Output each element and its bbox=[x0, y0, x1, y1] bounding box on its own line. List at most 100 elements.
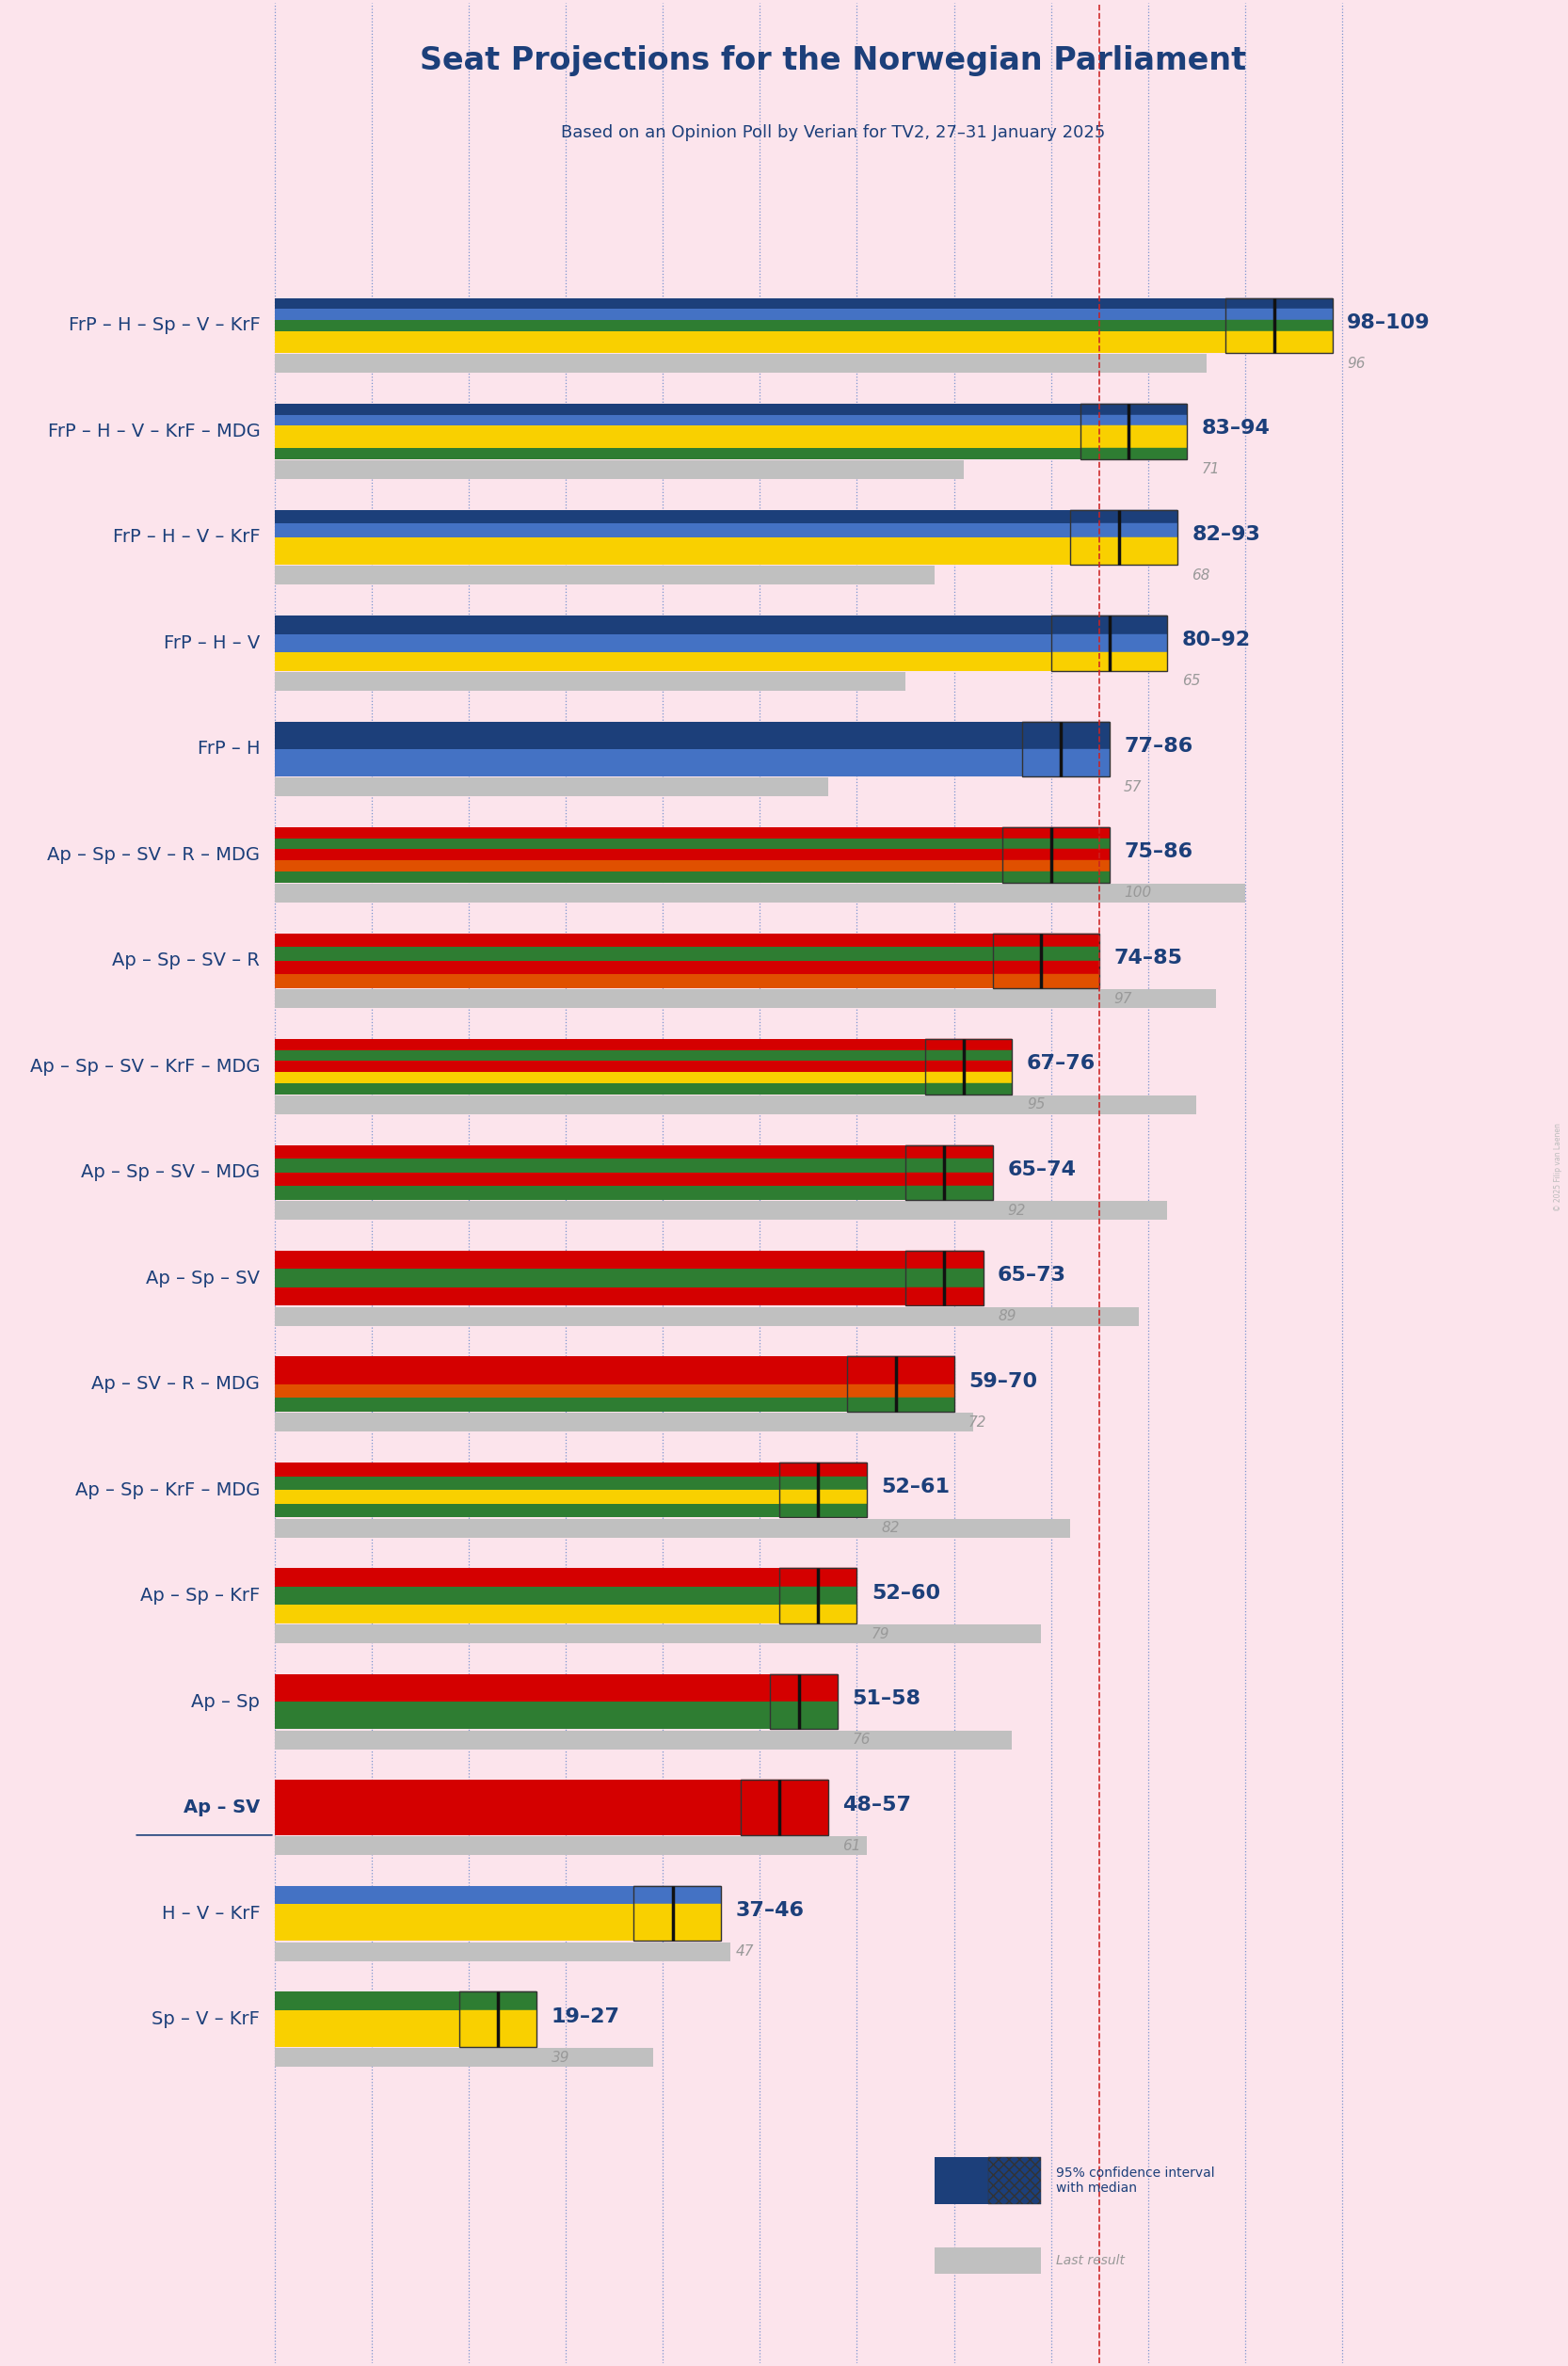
Bar bbox=[993, 932, 1099, 989]
Bar bbox=[274, 298, 1333, 310]
Bar bbox=[1226, 331, 1333, 343]
Bar bbox=[770, 1675, 837, 1730]
Bar bbox=[274, 1084, 1013, 1093]
Text: Ap – Sp – KrF – MDG: Ap – Sp – KrF – MDG bbox=[75, 1481, 260, 1500]
Bar bbox=[993, 975, 1099, 989]
Bar bbox=[993, 946, 1099, 961]
Text: 68: 68 bbox=[1192, 568, 1210, 582]
Bar bbox=[274, 1051, 1013, 1060]
Bar bbox=[459, 2028, 536, 2047]
Bar bbox=[1080, 414, 1187, 426]
Bar bbox=[1226, 331, 1333, 343]
Bar bbox=[1080, 405, 1187, 459]
Bar bbox=[905, 1145, 993, 1159]
Text: 95: 95 bbox=[1027, 1098, 1046, 1112]
Bar bbox=[274, 1202, 1168, 1221]
Bar bbox=[1002, 849, 1109, 861]
Bar bbox=[274, 1384, 953, 1398]
Text: 65–74: 65–74 bbox=[1007, 1159, 1076, 1178]
Bar bbox=[1022, 722, 1109, 750]
Text: 97: 97 bbox=[1115, 991, 1132, 1006]
Bar bbox=[274, 961, 1099, 975]
Bar bbox=[1022, 722, 1109, 750]
Bar bbox=[779, 1588, 858, 1604]
Bar bbox=[1002, 861, 1109, 871]
Text: 100: 100 bbox=[1124, 885, 1151, 899]
Bar bbox=[740, 1779, 828, 1836]
Bar bbox=[1226, 343, 1333, 353]
Bar bbox=[274, 1185, 993, 1200]
Text: 47: 47 bbox=[735, 1945, 754, 1959]
Bar bbox=[1002, 828, 1109, 883]
Bar bbox=[740, 1779, 828, 1808]
Bar bbox=[847, 1384, 953, 1398]
Bar bbox=[274, 1287, 983, 1306]
Text: 61: 61 bbox=[842, 1838, 861, 1853]
Bar bbox=[1002, 871, 1109, 883]
Bar bbox=[1002, 871, 1109, 883]
Bar bbox=[1051, 653, 1168, 670]
Bar bbox=[1080, 447, 1187, 459]
Text: 95% confidence interval
with median: 95% confidence interval with median bbox=[1055, 2167, 1215, 2196]
Bar bbox=[274, 1145, 993, 1159]
Text: 82–93: 82–93 bbox=[1192, 525, 1261, 544]
Bar bbox=[274, 1924, 721, 1940]
Bar bbox=[274, 565, 935, 584]
Bar bbox=[274, 1306, 1138, 1325]
Text: 96: 96 bbox=[1347, 357, 1366, 371]
Text: 72: 72 bbox=[969, 1415, 986, 1429]
Bar bbox=[1002, 828, 1109, 838]
Bar bbox=[633, 1886, 721, 1905]
Bar bbox=[1080, 426, 1187, 438]
Bar bbox=[459, 2011, 536, 2028]
Bar bbox=[779, 1462, 867, 1476]
Bar bbox=[1051, 615, 1168, 670]
Text: 57: 57 bbox=[1124, 781, 1142, 795]
Text: © 2025 Filip van Laenen: © 2025 Filip van Laenen bbox=[1554, 1124, 1562, 1211]
Bar bbox=[993, 946, 1099, 961]
Bar bbox=[274, 289, 1391, 2099]
Bar bbox=[847, 1398, 953, 1413]
Bar bbox=[274, 946, 1099, 961]
Bar bbox=[274, 1779, 828, 1808]
Bar bbox=[274, 426, 1187, 438]
Bar bbox=[633, 1905, 721, 1924]
Bar bbox=[274, 1159, 993, 1174]
Text: Ap – Sp: Ap – Sp bbox=[191, 1692, 260, 1711]
Bar bbox=[847, 1370, 953, 1384]
Text: 48–57: 48–57 bbox=[842, 1796, 911, 1815]
Bar bbox=[1080, 438, 1187, 447]
Bar bbox=[847, 1384, 953, 1398]
Bar bbox=[274, 1808, 828, 1836]
Bar bbox=[993, 961, 1099, 975]
Bar bbox=[274, 1370, 953, 1384]
Bar bbox=[740, 1808, 828, 1836]
Bar bbox=[905, 1145, 993, 1159]
Bar bbox=[274, 319, 1333, 331]
Bar bbox=[274, 838, 1109, 849]
Bar bbox=[274, 975, 1099, 989]
Bar bbox=[905, 1145, 993, 1200]
Bar bbox=[274, 331, 1333, 343]
Bar bbox=[925, 1051, 1013, 1060]
Text: Ap – Sp – SV – KrF – MDG: Ap – Sp – SV – KrF – MDG bbox=[30, 1058, 260, 1077]
Bar bbox=[633, 1924, 721, 1940]
Bar bbox=[993, 932, 1099, 946]
Bar bbox=[1080, 414, 1187, 426]
Bar bbox=[633, 1886, 721, 1905]
Bar bbox=[905, 1252, 983, 1268]
Text: 75–86: 75–86 bbox=[1124, 842, 1193, 861]
Bar bbox=[1226, 298, 1333, 353]
Bar bbox=[740, 1808, 828, 1836]
Bar bbox=[1071, 509, 1178, 523]
Bar bbox=[925, 1039, 1013, 1051]
Text: Ap – Sp – SV – MDG: Ap – Sp – SV – MDG bbox=[82, 1164, 260, 1181]
Bar bbox=[633, 1905, 721, 1924]
Bar bbox=[1071, 509, 1178, 523]
Bar bbox=[1226, 343, 1333, 353]
Bar bbox=[1051, 615, 1168, 634]
Bar bbox=[1071, 509, 1178, 565]
Bar bbox=[274, 871, 1109, 883]
Bar bbox=[274, 989, 1217, 1008]
Bar bbox=[770, 1701, 837, 1730]
